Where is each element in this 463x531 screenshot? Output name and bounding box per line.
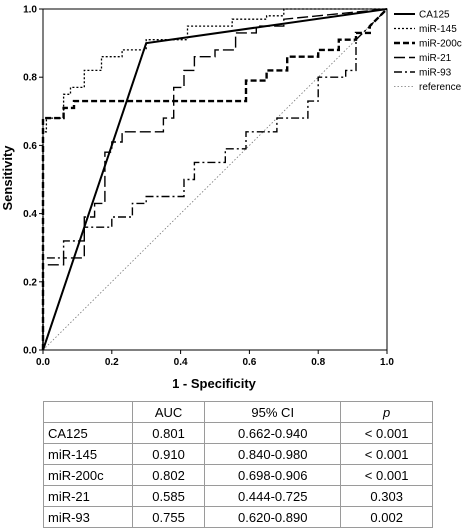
x-tick-label: 0.4 [174,357,188,368]
row-auc: 0.585 [131,485,206,507]
header-p: p [340,401,433,423]
series-line-mir-200c [41,8,388,350]
legend-label: miR-145 [419,24,457,35]
y-tick-label: 0.2 [23,277,37,288]
x-tick-label: 0.0 [36,357,50,368]
row-name: CA125 [43,422,133,444]
x-tick-label: 0.8 [311,357,325,368]
y-tick-label: 0.0 [23,346,37,357]
legend-label: miR-21 [419,53,452,64]
row-auc: 0.802 [131,464,206,486]
row-ci: 0.444-0.725 [204,485,342,507]
row-name: miR-145 [43,443,133,465]
legend-label: miR-200c [419,39,462,50]
header-name [43,401,133,423]
row-ci: 0.620-0.890 [204,506,342,528]
legend-label: reference [419,82,462,93]
legend-label: miR-93 [419,68,452,79]
y-tick-label: 0.4 [23,209,37,220]
table-row: miR-145 0.910 0.840-0.980 < 0.001 [43,443,433,465]
row-name: miR-200c [43,464,133,486]
row-p: < 0.001 [340,443,433,465]
x-tick-label: 0.2 [105,357,119,368]
row-auc: 0.801 [131,422,206,444]
row-p: < 0.001 [340,464,433,486]
table-row: miR-200c 0.802 0.698-0.906 < 0.001 [43,464,433,486]
row-p: < 0.001 [340,422,433,444]
table-row: miR-93 0.755 0.620-0.890 0.002 [43,506,433,528]
row-ci: 0.698-0.906 [204,464,342,486]
x-tick-label: 0.6 [242,357,256,368]
row-p: 0.002 [340,506,433,528]
series-line-ca125 [42,8,388,351]
series-line-mir-93 [42,8,388,350]
header-auc: AUC [131,401,206,423]
row-p: 0.303 [340,485,433,507]
legend-label: CA125 [419,10,450,21]
roc-chart: 0.00.0 0.2 0.2 0.4 0.4 0.6 0.6 0.8 0.8 1.0 1.0 CA12… [0,5,462,392]
row-auc: 0.910 [131,443,206,465]
table-row: CA125 0.801 0.662-0.940 < 0.001 [43,422,433,444]
x-axis-label: 1 - Specificity [172,376,257,391]
row-name: miR-21 [43,485,133,507]
y-tick-label: 0.6 [23,141,37,152]
row-auc: 0.755 [131,506,206,528]
table-header-row: AUC 95% CI p [43,401,433,423]
y-tick-label: 1.0 [23,5,37,16]
table-row: miR-21 0.585 0.444-0.725 0.303 [43,485,433,507]
row-name: miR-93 [43,506,133,528]
auc-table: AUC 95% CI p CA125 0.801 0.662-0.940 < 0… [43,401,433,528]
header-ci: 95% CI [204,401,342,423]
series-line-reference [42,8,388,351]
y-axis-label: Sensitivity [0,145,15,211]
y-tick-label: 0.8 [23,73,37,84]
series-line-mir-21 [42,8,388,350]
x-tick-label: 1.0 [380,357,394,368]
row-ci: 0.662-0.940 [204,422,342,444]
row-ci: 0.840-0.980 [204,443,342,465]
